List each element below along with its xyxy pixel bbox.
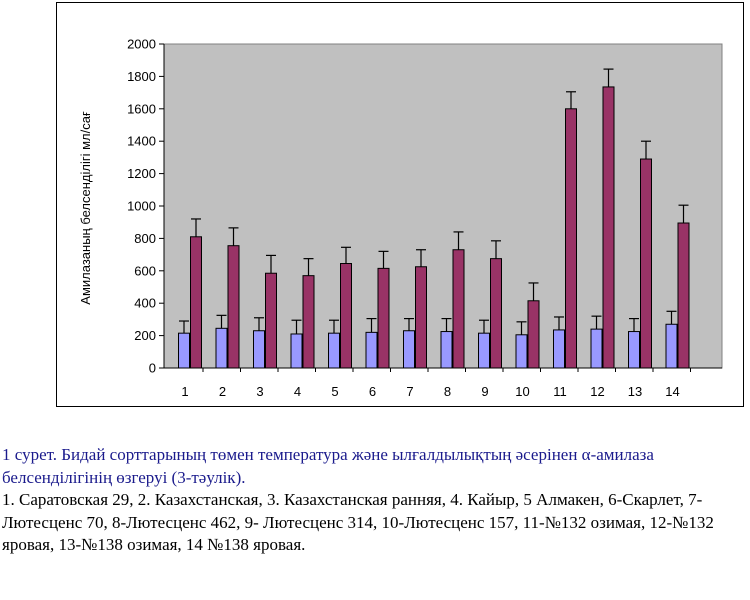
x-tick-label: 5: [331, 384, 338, 399]
bar-series2: [302, 275, 315, 369]
bar-series1: [403, 330, 415, 369]
x-tick-label: 8: [444, 384, 451, 399]
bar-series2: [602, 86, 615, 369]
x-tick-label: 12: [590, 384, 604, 399]
bar-series1: [328, 332, 340, 369]
y-tick-label: 1600: [127, 101, 156, 116]
bar-series1: [628, 331, 640, 369]
x-tick-label: 2: [219, 384, 226, 399]
bar-series2: [527, 300, 540, 369]
y-tick-label: 2000: [127, 37, 156, 52]
x-tick-label: 1: [181, 384, 188, 399]
bar-series1: [178, 332, 190, 369]
y-tick-label: 200: [134, 328, 156, 343]
figure-caption: 1 сурет. Бидай сорттарының төмен темпера…: [2, 444, 742, 557]
x-tick-label: 7: [406, 384, 413, 399]
y-tick-label: 1200: [127, 166, 156, 181]
y-tick-label: 1000: [127, 199, 156, 214]
x-tick-label: 9: [481, 384, 488, 399]
caption-legend-text: 1. Саратовская 29, 2. Казахстанская, 3. …: [2, 490, 714, 554]
bar-series1: [478, 332, 490, 369]
y-tick-label: 800: [134, 231, 156, 246]
y-tick-label: 1800: [127, 69, 156, 84]
figure-frame: 0 200 400 600 800 1000 1200 1400 1600 1800 2000 Ами…: [56, 2, 744, 407]
bar-series2: [190, 236, 202, 369]
bar-series1: [515, 334, 528, 369]
y-tick-label: 1400: [127, 134, 156, 149]
x-tick-label: 3: [256, 384, 263, 399]
bar-series2: [377, 267, 390, 369]
bar-series2: [490, 258, 502, 369]
bar-series1: [215, 327, 228, 369]
x-tick-label: 14: [665, 384, 679, 399]
bar-series2: [452, 249, 465, 369]
bar-series2: [340, 263, 352, 369]
bar-series1: [440, 331, 453, 369]
bar-series1: [553, 329, 565, 369]
bar-series2: [227, 245, 240, 369]
x-tick-label: 10: [515, 384, 529, 399]
bar-series1: [365, 331, 378, 369]
y-tick-label: 600: [134, 263, 156, 278]
y-tick-label: 400: [134, 296, 156, 311]
x-tick-label: 4: [294, 384, 301, 399]
y-axis-title: Амилазаның белсенділігі мл/сағ: [78, 111, 93, 305]
plot-area: [163, 43, 723, 369]
x-tick-label: 13: [628, 384, 642, 399]
bar-series2: [640, 158, 652, 369]
caption-title: 1 сурет. Бидай сорттарының төмен темпера…: [2, 445, 654, 487]
bar-series2: [677, 222, 690, 369]
y-tick-label: 0: [149, 361, 156, 376]
bar-series1: [590, 328, 603, 369]
bar-series2: [265, 272, 277, 369]
bar-series2: [565, 108, 577, 369]
x-tick-label: 11: [553, 384, 567, 399]
bar-series1: [290, 333, 303, 369]
bar-series1: [253, 330, 265, 369]
bar-series1: [665, 323, 678, 369]
x-tick-label: 6: [369, 384, 376, 399]
bar-chart: 0 200 400 600 800 1000 1200 1400 1600 1800 2000 Ами…: [78, 37, 723, 399]
bar-series2: [415, 266, 427, 369]
